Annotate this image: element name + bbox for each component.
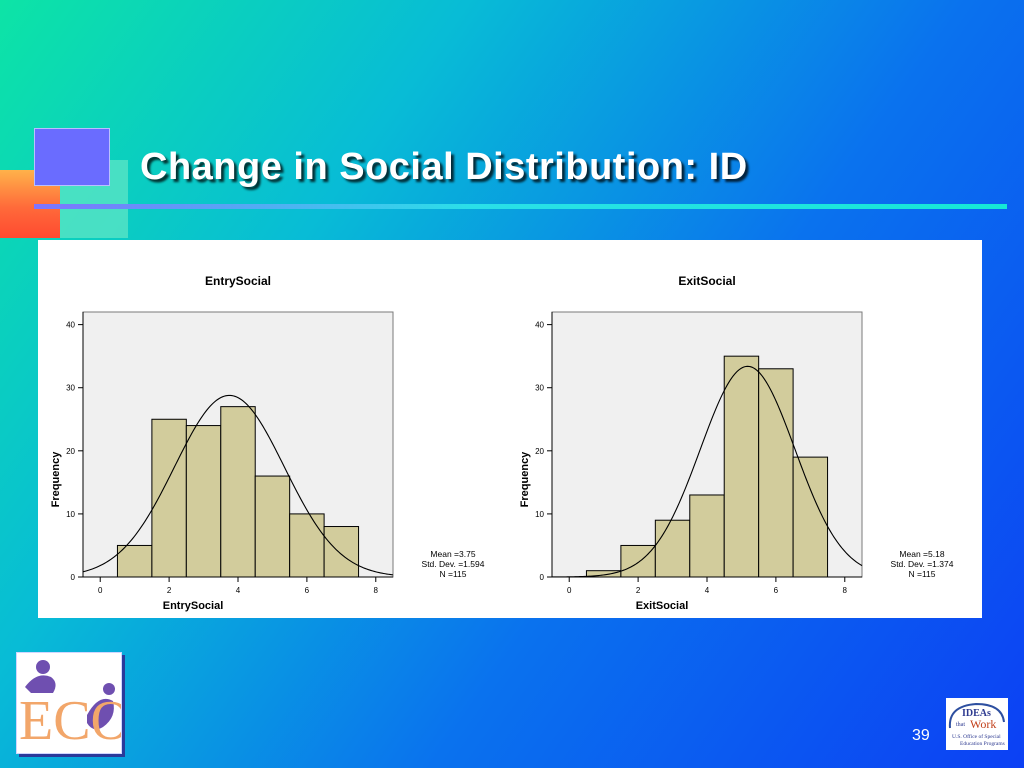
title-underline <box>34 204 1007 209</box>
svg-text:IDEAs: IDEAs <box>962 708 991 719</box>
eco-logo: ECO <box>16 652 131 754</box>
x-tick-label: 6 <box>305 586 310 595</box>
bar <box>689 494 725 578</box>
bar <box>323 526 360 578</box>
charts-panel: EntrySocial 0 10 20 30 40 0 2 4 6 8 EntrySocial Freq… <box>38 240 982 618</box>
stats-line: N =115 <box>439 569 466 579</box>
svg-text:Education Programs: Education Programs <box>960 741 1005 747</box>
chart-title: EntrySocial <box>205 274 271 288</box>
ideas-that-work-logo: IDEAs that Work U.S. Office of Special E… <box>946 698 1008 750</box>
y-tick-label: 0 <box>71 573 76 582</box>
y-tick-label: 20 <box>66 447 75 456</box>
bar <box>654 519 691 578</box>
y-axis-label: Frequency <box>50 451 62 508</box>
decor-square-blue <box>34 128 110 186</box>
y-tick-label: 0 <box>540 573 545 582</box>
x-tick-label: 4 <box>236 586 241 595</box>
bar <box>151 418 187 578</box>
y-tick-label: 10 <box>66 510 75 519</box>
y-tick-label: 30 <box>66 384 75 393</box>
y-tick-label: 20 <box>535 447 544 456</box>
bar <box>620 544 656 578</box>
chart-exit: ExitSocial 0 10 20 30 40 0 2 4 6 8 ExitSocial Freque… <box>519 274 954 612</box>
x-tick-label: 0 <box>567 586 572 595</box>
y-tick-label: 10 <box>535 510 544 519</box>
x-tick-label: 8 <box>374 586 379 595</box>
x-axis-label: EntrySocial <box>163 600 224 612</box>
bar <box>185 425 222 578</box>
normal-curve <box>82 394 394 576</box>
stats-line: Std. Dev. =1.374 <box>891 559 954 569</box>
y-axis-label: Frequency <box>519 451 531 508</box>
x-tick-label: 6 <box>774 586 779 595</box>
chart-entry: EntrySocial 0 10 20 30 40 0 2 4 6 8 EntrySocial Freq… <box>50 274 485 612</box>
y-tick-label: 40 <box>66 321 75 330</box>
svg-text:Work: Work <box>970 717 996 731</box>
stats-line: Mean =5.18 <box>899 549 944 559</box>
stats-line: Std. Dev. =1.594 <box>422 559 485 569</box>
bar <box>289 513 325 578</box>
x-tick-label: 8 <box>843 586 848 595</box>
page-number: 39 <box>912 727 930 744</box>
eco-logo-icon: ECO <box>19 660 131 752</box>
slide-title: Change in Social Distribution: ID <box>140 146 748 188</box>
x-tick-label: 2 <box>167 586 172 595</box>
svg-text:U.S. Office of Special: U.S. Office of Special <box>952 733 1001 740</box>
x-axis-label: ExitSocial <box>636 600 689 612</box>
svg-text:that: that <box>956 722 965 728</box>
y-tick-label: 30 <box>535 384 544 393</box>
chart-title: ExitSocial <box>678 274 735 288</box>
bar <box>723 355 760 578</box>
stats-line: Mean =3.75 <box>430 549 475 559</box>
x-tick-label: 2 <box>636 586 641 595</box>
eco-logo-text: ECO <box>19 690 121 752</box>
y-tick-label: 40 <box>535 321 544 330</box>
x-tick-label: 4 <box>705 586 710 595</box>
stats-line: N =115 <box>908 569 935 579</box>
bar <box>254 475 291 578</box>
normal-curve <box>551 365 863 578</box>
x-tick-label: 0 <box>98 586 103 595</box>
bar <box>220 406 256 578</box>
ideas-that-work-logo-icon: IDEAs that Work U.S. Office of Special E… <box>948 702 1005 747</box>
